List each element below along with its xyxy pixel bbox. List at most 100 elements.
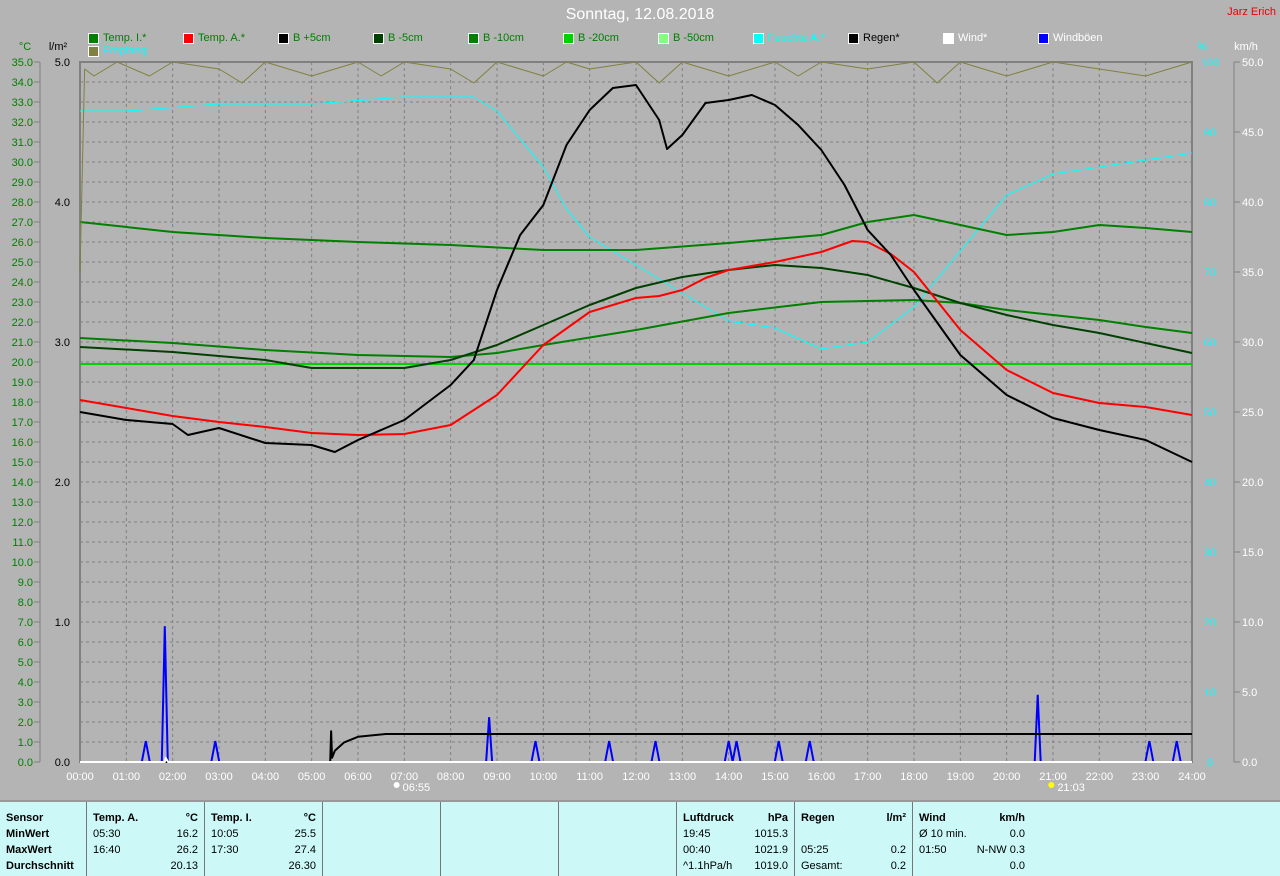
x-tick-label: 19:00 (947, 771, 975, 783)
temp-tick-label: 28.0 (12, 197, 33, 209)
rain-tick-label: 1.0 (55, 617, 70, 629)
wind-tick-label: 40.0 (1242, 197, 1263, 209)
x-tick-label: 02:00 (159, 771, 187, 783)
cell-label: 05:30 (93, 828, 121, 840)
legend-swatch (88, 32, 99, 44)
legend-label: B -50cm (673, 32, 714, 44)
cell-label: Temp. A. (93, 812, 139, 824)
legend-label: B -10cm (483, 32, 524, 44)
legend-swatch (563, 32, 574, 44)
legend-label: Windböen (1053, 32, 1103, 44)
cell-label: 01:50 (919, 844, 947, 856)
x-tick-label: 22:00 (1086, 771, 1114, 783)
x-tick-label: 13:00 (669, 771, 697, 783)
x-tick-label: 16:00 (808, 771, 836, 783)
humidity-tick-label: 100 (1201, 57, 1219, 69)
legend-swatch (468, 32, 479, 44)
cell-value: 20.13 (170, 860, 198, 872)
wind-tick-label: 20.0 (1242, 477, 1263, 489)
wind-column: Wind km/h Ø 10 min. 0.0 01:50 N-NW 0.3 0.0 (913, 802, 1031, 876)
sunrise-label: 06:55 (403, 782, 431, 794)
temp-tick-label: 20.0 (12, 357, 33, 369)
wind-tick-label: 35.0 (1242, 267, 1263, 279)
temp-a-column: Temp. A. °C 05:30 16.2 16:40 26.2 20.13 (87, 802, 205, 876)
rain-tick-label: 4.0 (55, 197, 70, 209)
temp-tick-label: 2.0 (18, 717, 33, 729)
legend-swatch (1038, 32, 1049, 44)
temp-tick-label: 34.0 (12, 77, 33, 89)
temp-tick-label: 6.0 (18, 637, 33, 649)
sunset-label: 21:03 (1057, 782, 1085, 794)
series-windb-en-spike (650, 740, 661, 763)
series-windb-en-spike (1171, 740, 1182, 763)
x-tick-label: 00:00 (66, 771, 94, 783)
cell-value: °C (303, 812, 316, 824)
temp-tick-label: 5.0 (18, 657, 33, 669)
x-tick-label: 24:00 (1178, 771, 1206, 783)
series-b-5cm-line (79, 84, 1193, 463)
temp-unit: °C (19, 41, 31, 53)
wind-tick-label: 50.0 (1242, 57, 1263, 69)
series-windb-en-spike (804, 740, 815, 763)
legend-label: B -20cm (578, 32, 619, 44)
series-windb-en-spike (210, 740, 221, 763)
temp-tick-label: 17.0 (12, 417, 33, 429)
legend-swatch (848, 32, 859, 44)
cell-value: N-NW 0.3 (976, 844, 1025, 856)
humidity-tick-label: 90 (1204, 127, 1216, 139)
humidity-tick-label: 50 (1204, 407, 1216, 419)
legend-label: Wind* (958, 32, 988, 44)
cell-value: km/h (999, 812, 1025, 824)
row-label: MinWert (6, 828, 50, 840)
empty-column (559, 802, 677, 876)
legend-item: B -10cm (468, 32, 524, 44)
temp-tick-label: 1.0 (18, 737, 33, 749)
temp-tick-label: 35.0 (12, 57, 33, 69)
weather-chart: 0.0 1.0 2.0 3.0 4.0 5.0 6.0 7.0 8.0 9.0 10.0 11.0 12… (12, 41, 1264, 794)
cell-value: 26.30 (288, 860, 316, 872)
legend-label: B +5cm (293, 32, 331, 44)
humidity-tick-label: 20 (1204, 617, 1216, 629)
series-windb-en-spike (530, 740, 541, 763)
wind-tick-label: 15.0 (1242, 547, 1263, 559)
cell-label: ^1.1hPa/h (683, 860, 733, 872)
rain-tick-label: 0.0 (55, 757, 70, 769)
rain-tick-label: 3.0 (55, 337, 70, 349)
regen-column: Regen l/m² 05:25 0.2 Gesamt: 0.2 (795, 802, 913, 876)
series-windb-en-spike (773, 740, 784, 763)
legend-label: Empfang (103, 45, 148, 57)
legend-item: B -50cm (658, 32, 714, 44)
cell-label: 05:25 (801, 844, 829, 856)
humidity-tick-label: 40 (1204, 477, 1216, 489)
temp-tick-label: 22.0 (12, 317, 33, 329)
wind-tick-label: 0.0 (1242, 757, 1257, 769)
temp-tick-label: 15.0 (12, 457, 33, 469)
row-label: Sensor (6, 812, 44, 824)
legend-label: Regen* (863, 32, 900, 44)
humidity-tick-label: 70 (1204, 267, 1216, 279)
series-temp-i-line (79, 214, 1193, 251)
cell-value: 1015.3 (754, 828, 788, 840)
x-tick-label: 18:00 (900, 771, 928, 783)
x-tick-label: 01:00 (113, 771, 141, 783)
series-regen-line (80, 730, 1192, 763)
empty-column (441, 802, 559, 876)
luftdruck-column: Luftdruck hPa 19:45 1015.3 00:40 1021.9 ^1.1hP… (677, 802, 795, 876)
x-tick-label: 12:00 (622, 771, 650, 783)
humidity-tick-label: 80 (1204, 197, 1216, 209)
humidity-tick-label: 60 (1204, 337, 1216, 349)
series-b-5cm-line (79, 264, 1193, 369)
cell-value: 0.2 (890, 844, 906, 856)
x-tick-label: 07:00 (391, 771, 419, 783)
series-windb-en-spike (1144, 740, 1155, 763)
temp-tick-label: 18.0 (12, 397, 33, 409)
legend-item: Temp. I.* (88, 32, 146, 44)
legend-swatch (753, 32, 764, 44)
temp-tick-label: 32.0 (12, 117, 33, 129)
x-tick-label: 06:00 (344, 771, 372, 783)
humidity-unit: % (1197, 41, 1207, 53)
x-tick-label: 14:00 (715, 771, 743, 783)
legend-label: B -5cm (388, 32, 423, 44)
cell-value: 0.0 (1009, 860, 1025, 872)
cell-label: Ø 10 min. (919, 828, 967, 840)
